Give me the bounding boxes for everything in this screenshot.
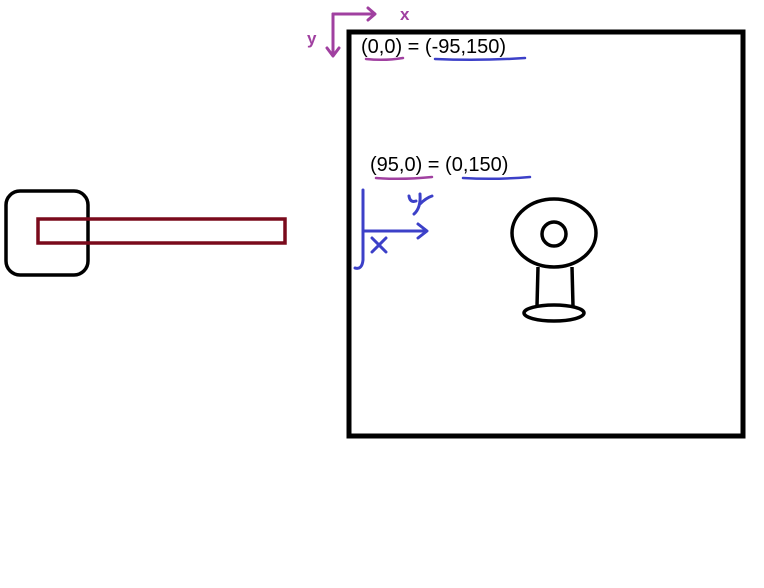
screen-x-axis-arrow	[331, 6, 377, 22]
screen-y-label: y	[307, 29, 317, 48]
screen-axes	[325, 6, 377, 58]
stand-right	[570, 266, 575, 307]
stand-base	[522, 303, 586, 323]
underline-blue-origin	[433, 56, 527, 62]
stand-left	[535, 266, 540, 307]
robot-axes	[353, 188, 434, 270]
robot-x-letter	[370, 236, 388, 254]
underline-pink-origin	[364, 56, 405, 62]
screen-x-label: x	[400, 5, 410, 24]
underline-blue-offset	[461, 175, 532, 181]
robot-y-letter	[407, 192, 434, 216]
robot-vertical-axis	[353, 188, 365, 270]
screen-y-axis-arrow	[325, 12, 341, 58]
robot-horizontal-axis-arrow	[361, 222, 429, 240]
robot-base-icon	[4, 189, 90, 277]
ring-outer	[510, 197, 598, 269]
equation-offset: (95,0) = (0,150)	[370, 154, 509, 176]
ring-inner	[540, 220, 568, 248]
workspace-frame	[346, 29, 746, 439]
equation-origin: (0,0) = (-95,150)	[361, 36, 507, 58]
robot-arm	[36, 217, 287, 245]
underline-pink-offset	[374, 175, 434, 181]
ring-on-stand-icon	[510, 197, 598, 323]
